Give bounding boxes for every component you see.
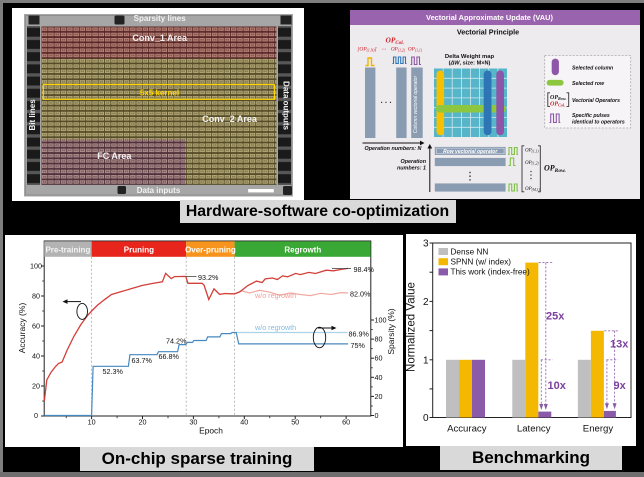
svg-text:1: 1 [423,355,429,366]
svg-text:Conv_1 Area: Conv_1 Area [132,33,188,43]
svg-text:Latency: Latency [517,424,551,435]
svg-text:Accuracy (%): Accuracy (%) [17,303,27,354]
svg-text:Selected column: Selected column [572,65,613,71]
svg-text:Row vectorial operator: Row vectorial operator [443,149,498,155]
svg-text:0: 0 [34,411,38,420]
svg-text:60: 60 [375,354,383,363]
svg-text:identical to operators: identical to operators [572,119,625,125]
svg-text:Operation: Operation [401,159,427,165]
svg-text:25x: 25x [546,311,565,323]
svg-text:20: 20 [375,392,383,401]
svg-text:[OP(1,N)]: [OP(1,N)] [357,47,376,54]
svg-text:40: 40 [375,373,383,382]
svg-text:75%: 75% [351,341,366,350]
svg-text:63.7%: 63.7% [132,356,153,365]
svg-text:13x: 13x [610,339,629,351]
svg-text:Over-pruning: Over-pruning [185,245,236,254]
svg-text:60: 60 [342,418,350,427]
svg-text:2: 2 [423,297,429,308]
svg-text:Selected row: Selected row [572,81,605,87]
svg-text:...: ... [381,46,386,52]
svg-text:OPCol.: OPCol. [386,36,404,46]
svg-text:40: 40 [32,351,40,360]
svg-text:20: 20 [139,418,147,427]
svg-text:(ΔW, size: M×N): (ΔW, size: M×N) [449,60,491,66]
svg-text:This work (index-free): This work (index-free) [451,268,530,277]
svg-text:Data outputs: Data outputs [282,81,291,130]
svg-text:Vectorial Approximate Update (: Vectorial Approximate Update (VAU) [426,13,553,22]
svg-text:numbers: 1: numbers: 1 [397,166,426,172]
svg-text:50: 50 [291,418,299,427]
svg-text:FC Area: FC Area [97,151,132,161]
svg-text:Pre-training: Pre-training [45,245,90,254]
svg-text:Normalized Value: Normalized Value [406,282,418,372]
svg-text:52.3%: 52.3% [103,367,124,376]
svg-text:40: 40 [240,418,248,427]
svg-text:100: 100 [375,316,387,325]
svg-text:3: 3 [423,239,429,250]
svg-text:98.4%: 98.4% [354,265,375,274]
svg-text:OPCol.: OPCol. [550,102,565,108]
svg-text:30: 30 [189,418,197,427]
svg-text:OP(1,2): OP(1,2) [525,161,539,167]
svg-text:Regrowth: Regrowth [284,245,321,254]
svg-text:w/o regrowth: w/o regrowth [254,323,296,332]
svg-text:5x5 kernel: 5x5 kernel [140,88,179,97]
svg-text:Sparsity lines: Sparsity lines [134,14,187,23]
svg-text:93.2%: 93.2% [198,273,219,282]
svg-text:OPRow.: OPRow. [550,95,567,101]
svg-text:OP(1,1): OP(1,1) [525,149,539,155]
svg-text:Dense NN: Dense NN [451,247,489,256]
svg-text:Column vectorial operator: Column vectorial operator [413,76,419,134]
svg-text:Sparsity (%): Sparsity (%) [386,308,396,354]
svg-text:Bit lines: Bit lines [28,99,37,131]
svg-text:OP(1,1): OP(1,1) [408,47,423,54]
svg-text:Vectorial Principle: Vectorial Principle [457,28,519,37]
svg-text:0: 0 [423,413,429,424]
svg-text:74.2%: 74.2% [166,336,187,345]
svg-text:0: 0 [375,411,379,420]
svg-text:80: 80 [32,291,40,300]
svg-text:80: 80 [375,335,383,344]
svg-text:Delta Weight map: Delta Weight map [445,54,495,60]
svg-text:Vectorial Operators: Vectorial Operators [572,98,620,104]
svg-text:86.9%: 86.9% [349,330,370,339]
svg-text:Conv_2 Area: Conv_2 Area [202,114,258,124]
svg-text:10: 10 [88,418,96,427]
svg-text:Data inputs: Data inputs [137,186,181,195]
svg-text:. . .: . . . [380,96,391,105]
svg-text:OP(1,2): OP(1,2) [391,47,406,54]
svg-text:w/o regrowth: w/o regrowth [254,291,296,300]
svg-text:Pruning: Pruning [124,245,154,254]
svg-text:Specific pulses: Specific pulses [572,113,610,119]
svg-text:Operation numbers: N: Operation numbers: N [365,146,422,152]
svg-text:OP(M,1): OP(M,1) [525,187,541,193]
svg-text:100: 100 [30,261,42,270]
svg-text:Epoch: Epoch [199,426,223,436]
svg-text:66.8%: 66.8% [159,352,180,361]
svg-text:OPRow.: OPRow. [544,164,566,175]
svg-text:9x: 9x [614,380,627,392]
svg-text:SPNN (w/ index): SPNN (w/ index) [451,258,512,267]
svg-text:Accuracy: Accuracy [447,424,487,435]
svg-text:60: 60 [32,321,40,330]
svg-text:Energy: Energy [583,424,614,435]
svg-text:82.0%: 82.0% [350,290,371,299]
svg-text:10x: 10x [548,380,567,392]
svg-text:20: 20 [32,381,40,390]
